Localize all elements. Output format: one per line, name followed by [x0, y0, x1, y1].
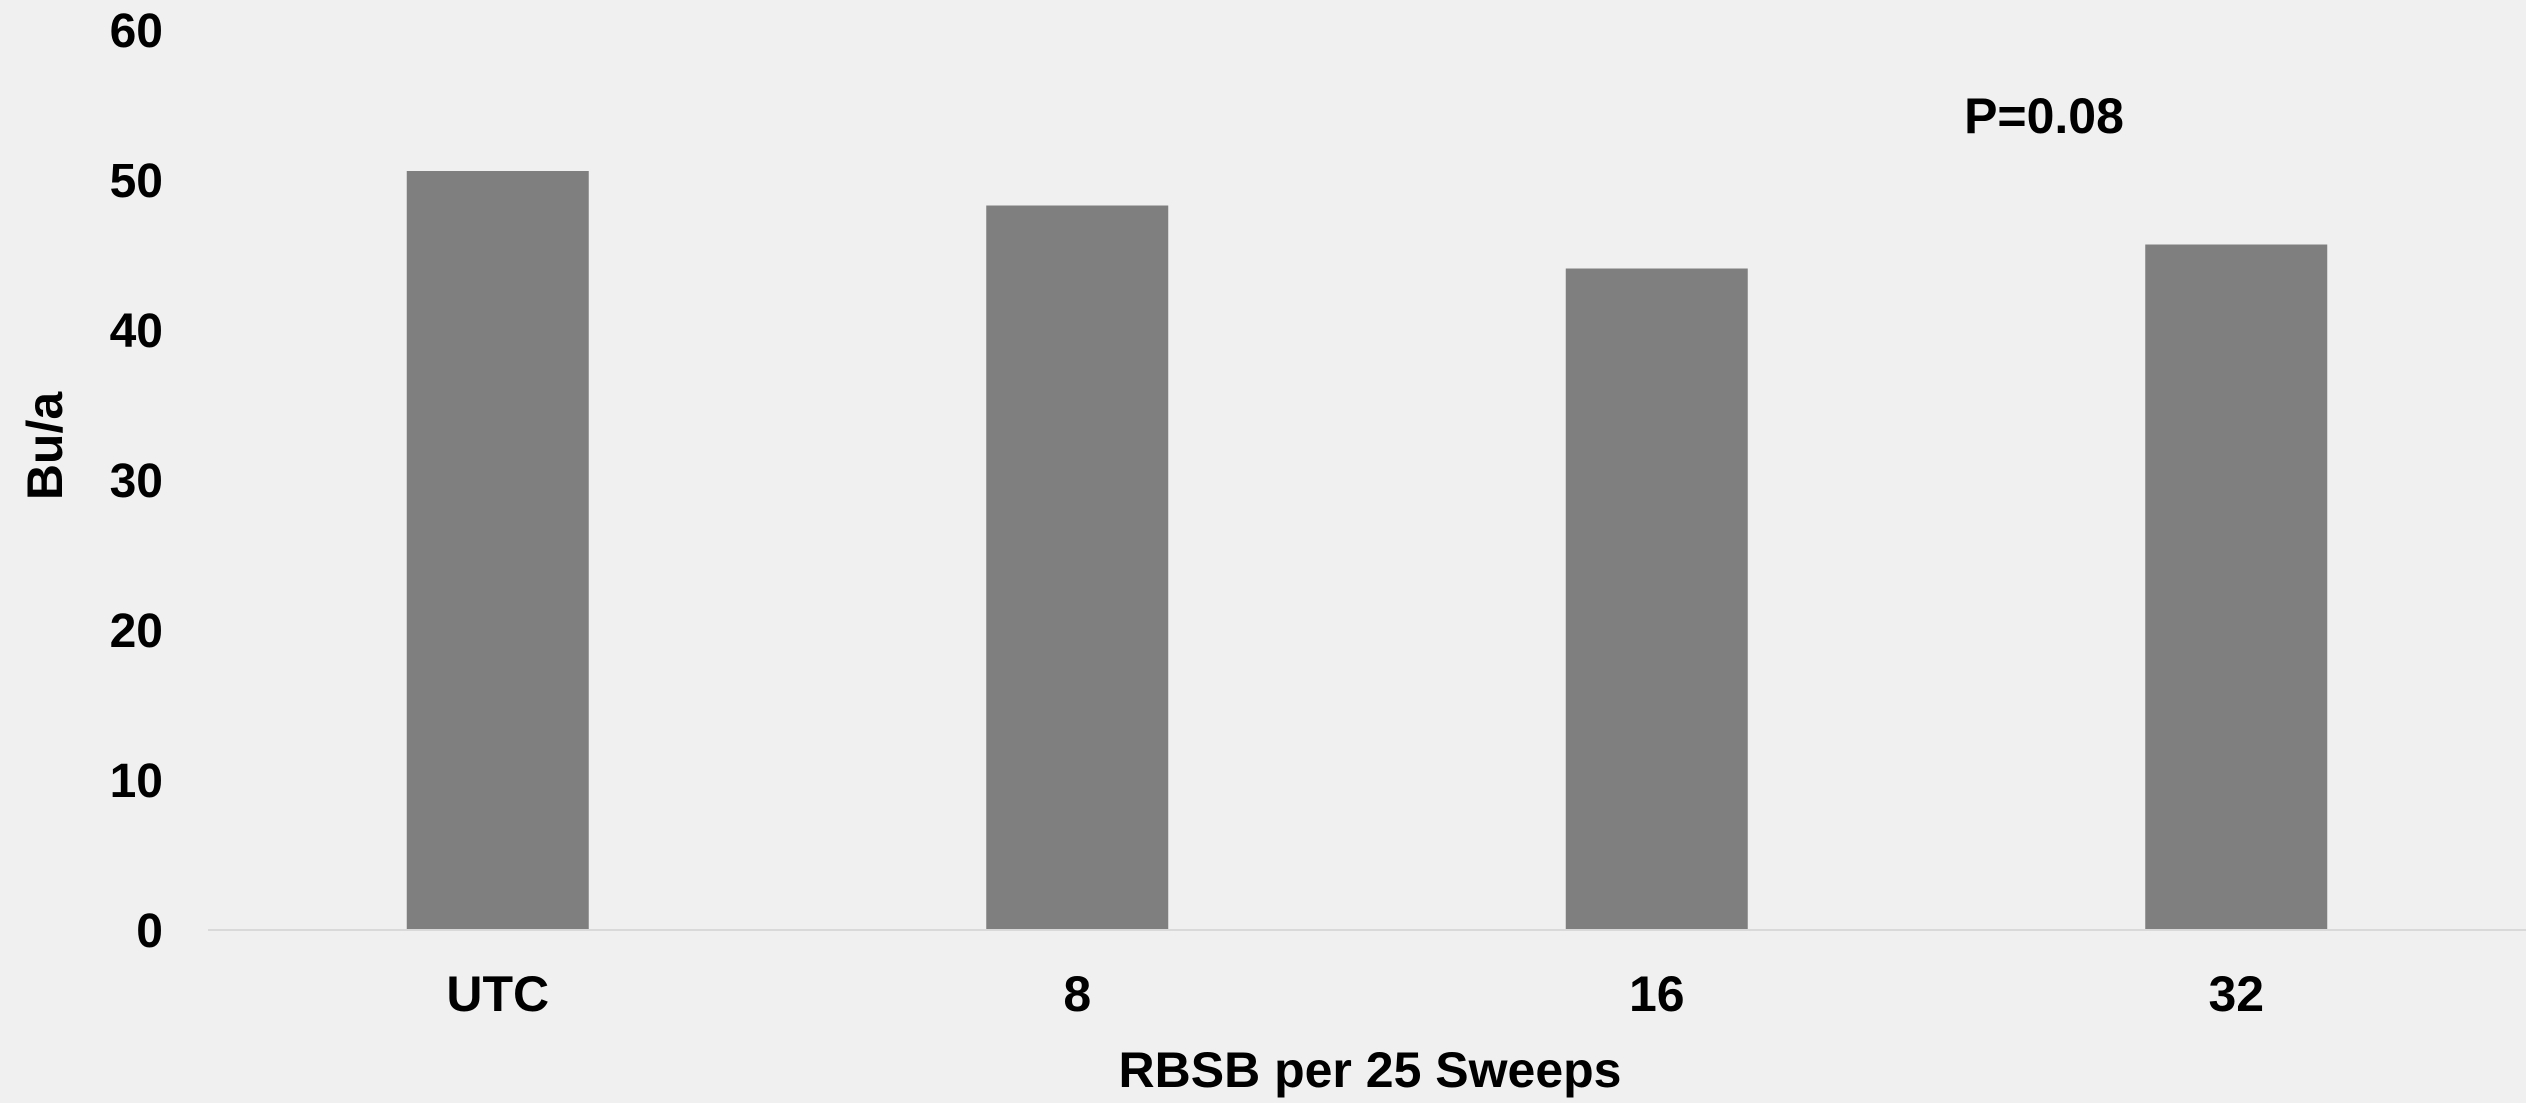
x-tick-labels: UTC 8 16 32 [446, 966, 2264, 1022]
y-tick-label: 50 [110, 155, 163, 208]
p-value-annotation: P=0.08 [1964, 88, 2124, 144]
x-tick-label: 32 [2208, 966, 2264, 1022]
bar-8 [986, 205, 1169, 930]
bar-UTC [406, 171, 589, 930]
bar-32 [2145, 244, 2328, 930]
x-tick-label: 16 [1629, 966, 1685, 1022]
bar-16 [1565, 268, 1748, 930]
y-tick-label: 60 [110, 5, 163, 58]
y-axis-label: Bu/a [17, 391, 73, 501]
bars-group [406, 171, 2328, 930]
x-tick-label: UTC [446, 966, 549, 1022]
x-axis-label: RBSB per 25 Sweeps [1119, 1042, 1622, 1098]
y-tick-label: 30 [110, 455, 163, 508]
y-tick-label: 10 [110, 755, 163, 808]
y-tick-label: 40 [110, 305, 163, 358]
y-tick-label: 0 [136, 905, 163, 958]
x-tick-label: 8 [1063, 966, 1091, 1022]
y-tick-label: 20 [110, 605, 163, 658]
y-tick-labels: 0 10 20 30 40 50 60 [110, 5, 163, 958]
